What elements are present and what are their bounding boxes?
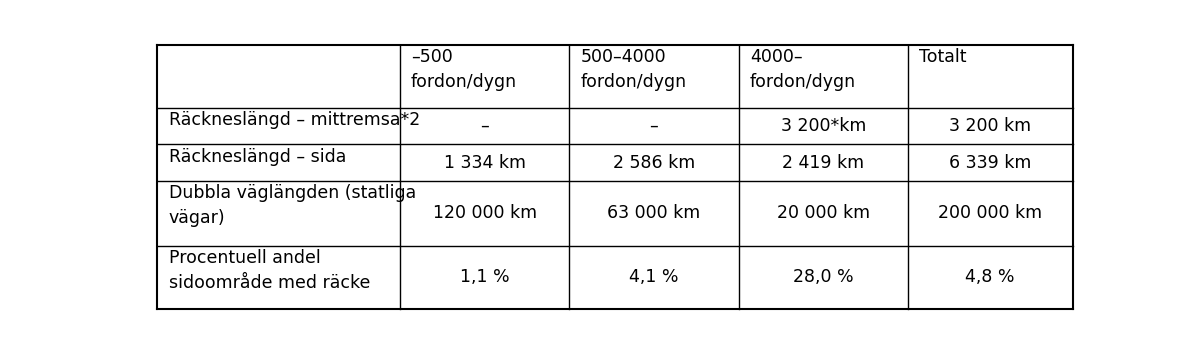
Text: –500
fordon/dygn: –500 fordon/dygn	[412, 48, 517, 91]
Text: 28,0 %: 28,0 %	[793, 268, 853, 286]
Text: 63 000 km: 63 000 km	[607, 204, 701, 223]
Text: 500–4000
fordon/dygn: 500–4000 fordon/dygn	[581, 48, 686, 91]
Text: 120 000 km: 120 000 km	[432, 204, 536, 223]
Text: 1 334 km: 1 334 km	[444, 154, 526, 172]
Text: 2 419 km: 2 419 km	[782, 154, 864, 172]
Text: Räckneslängd – sida: Räckneslängd – sida	[168, 148, 346, 166]
Text: 1,1 %: 1,1 %	[460, 268, 510, 286]
Text: –: –	[480, 117, 488, 135]
Text: Totalt: Totalt	[919, 48, 966, 66]
Text: 200 000 km: 200 000 km	[938, 204, 1043, 223]
Text: 4000–
fordon/dygn: 4000– fordon/dygn	[750, 48, 856, 91]
Text: 6 339 km: 6 339 km	[949, 154, 1031, 172]
Text: Räckneslängd – mittremsa*2: Räckneslängd – mittremsa*2	[168, 111, 420, 129]
Text: Procentuell andel
sidoområde med räcke: Procentuell andel sidoområde med räcke	[168, 249, 370, 292]
Text: Dubbla väglängden (statliga
vägar): Dubbla väglängden (statliga vägar)	[168, 184, 416, 228]
Text: 3 200*km: 3 200*km	[780, 117, 866, 135]
Text: 3 200 km: 3 200 km	[949, 117, 1031, 135]
Text: 4,8 %: 4,8 %	[966, 268, 1015, 286]
Text: 2 586 km: 2 586 km	[613, 154, 695, 172]
Text: 20 000 km: 20 000 km	[776, 204, 870, 223]
Text: 4,1 %: 4,1 %	[629, 268, 679, 286]
Text: –: –	[649, 117, 659, 135]
